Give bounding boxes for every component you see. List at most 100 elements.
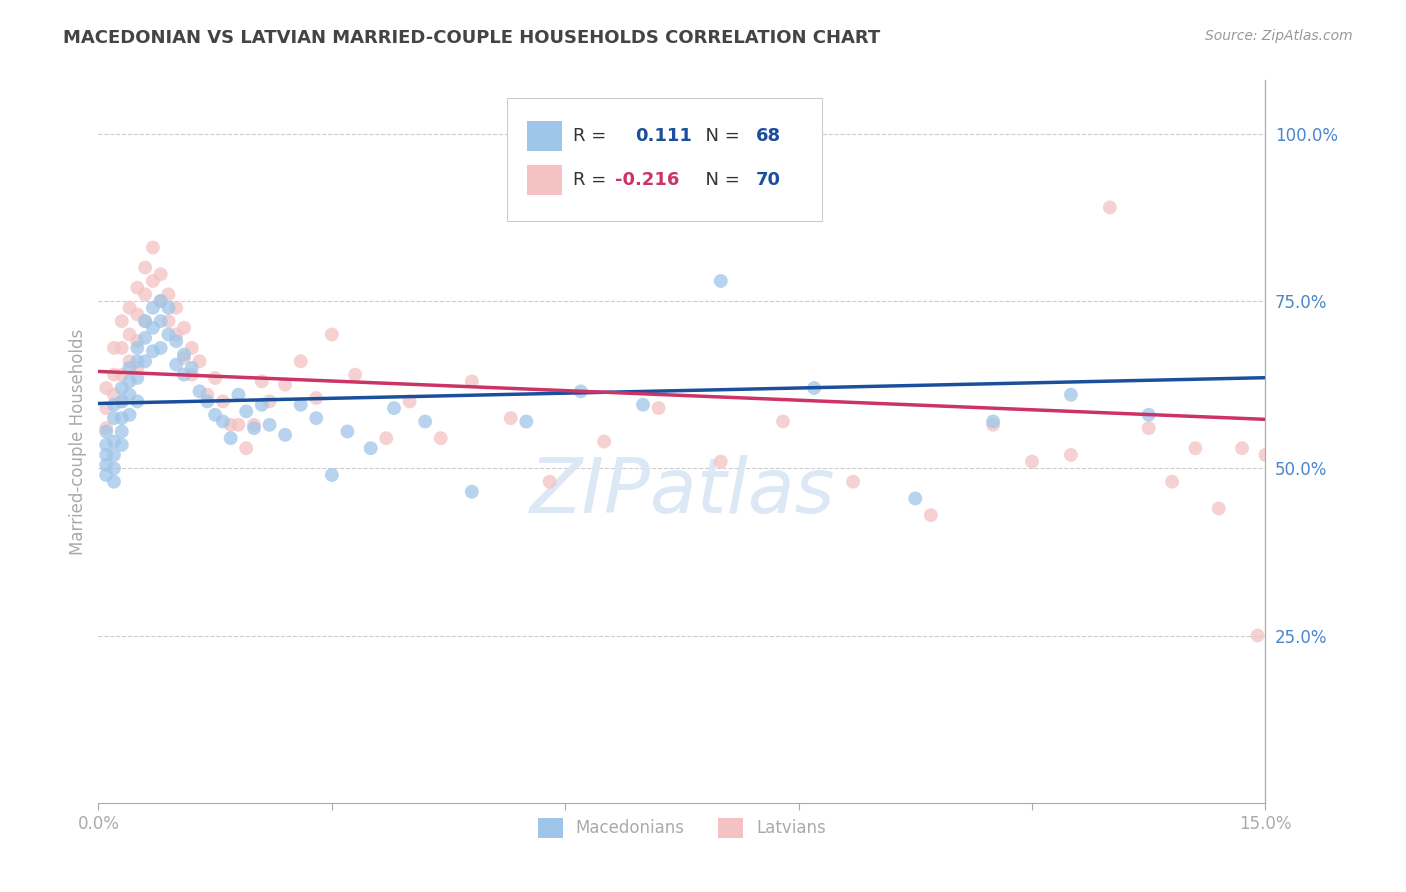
Point [1184, 442, 1206, 455]
Point [1230, 442, 1253, 455]
Point [127, 394, 149, 409]
Legend: Macedonians, Latvians: Macedonians, Latvians [529, 809, 835, 847]
Point [127, 371, 149, 385]
Point [593, 434, 616, 449]
Point [149, 268, 172, 282]
Point [904, 491, 927, 506]
Point [149, 294, 172, 309]
Point [111, 314, 134, 328]
Point [250, 398, 273, 412]
Point [118, 361, 141, 376]
Point [134, 331, 156, 345]
Point [212, 394, 235, 409]
Point [250, 375, 273, 389]
Point [157, 301, 180, 315]
Point [1021, 455, 1043, 469]
Point [1060, 448, 1083, 462]
Text: R =: R = [574, 127, 619, 145]
Point [1254, 448, 1277, 462]
Point [360, 442, 382, 455]
Point [111, 411, 134, 425]
Point [103, 368, 125, 382]
Point [118, 408, 141, 422]
Point [204, 371, 226, 385]
Point [336, 425, 359, 439]
Text: 70: 70 [755, 171, 780, 189]
Point [118, 387, 141, 401]
Point [111, 341, 134, 355]
Point [212, 414, 235, 429]
Point [243, 421, 266, 435]
Point [142, 274, 165, 288]
Point [134, 314, 156, 328]
Point [235, 404, 257, 418]
Point [321, 467, 343, 482]
Point [118, 354, 141, 368]
Text: N =: N = [693, 171, 740, 189]
Point [290, 398, 312, 412]
Point [173, 321, 195, 335]
Point [103, 475, 125, 489]
Point [142, 301, 165, 315]
Point [149, 314, 172, 328]
Y-axis label: Married-couple Households: Married-couple Households [69, 328, 87, 555]
Point [180, 341, 202, 355]
Point [305, 391, 328, 405]
Point [1060, 387, 1083, 401]
Point [157, 287, 180, 301]
Point [103, 461, 125, 475]
Point [1208, 501, 1230, 516]
Point [111, 425, 134, 439]
Point [103, 387, 125, 401]
Point [180, 368, 202, 382]
Point [96, 401, 118, 416]
Point [375, 431, 398, 445]
Point [96, 381, 118, 395]
Point [103, 341, 125, 355]
Point [103, 448, 125, 462]
Text: -0.216: -0.216 [616, 171, 679, 189]
Point [398, 394, 420, 409]
Text: 0.111: 0.111 [636, 127, 692, 145]
Point [96, 458, 118, 472]
Point [134, 354, 156, 368]
Point [96, 425, 118, 439]
Point [259, 417, 281, 432]
Point [165, 334, 187, 349]
Point [305, 411, 328, 425]
Point [321, 327, 343, 342]
Point [127, 334, 149, 349]
Point [103, 434, 125, 449]
Point [111, 394, 134, 409]
Point [195, 394, 218, 409]
Point [631, 398, 654, 412]
Point [173, 351, 195, 365]
Point [142, 241, 165, 255]
Point [647, 401, 669, 416]
FancyBboxPatch shape [508, 98, 823, 221]
Point [157, 314, 180, 328]
Point [134, 314, 156, 328]
Text: R =: R = [574, 171, 613, 189]
Point [127, 307, 149, 322]
Point [243, 417, 266, 432]
Point [103, 398, 125, 412]
Point [1246, 628, 1268, 642]
Point [165, 301, 187, 315]
Point [111, 381, 134, 395]
Bar [527, 165, 562, 195]
Point [1161, 475, 1184, 489]
Point [195, 387, 218, 401]
Point [515, 414, 537, 429]
Point [772, 414, 794, 429]
Point [382, 401, 405, 416]
Point [96, 467, 118, 482]
Point [499, 411, 522, 425]
Point [157, 327, 180, 342]
Point [96, 448, 118, 462]
Point [235, 442, 257, 455]
Point [173, 348, 195, 362]
Point [188, 354, 211, 368]
Point [165, 358, 187, 372]
Text: ZIPatlas: ZIPatlas [529, 455, 835, 529]
